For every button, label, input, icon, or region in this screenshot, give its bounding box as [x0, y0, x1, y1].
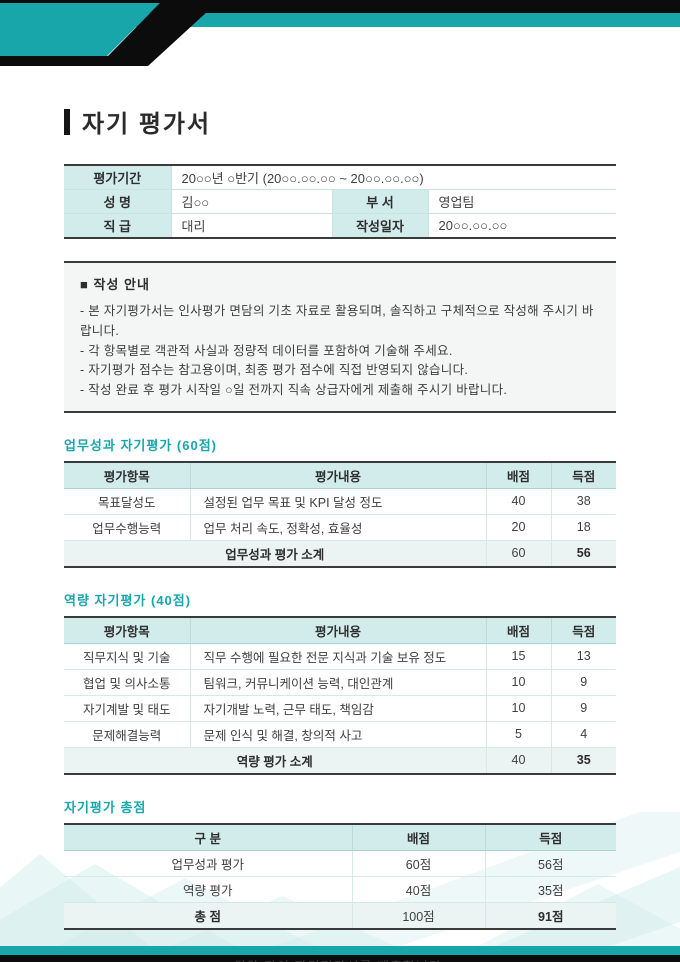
table-row: 목표달성도 설정된 업무 목표 및 KPI 달성 정도 40 38	[64, 487, 616, 515]
cell-score: 4	[551, 720, 616, 748]
col-header-allocation: 배점	[486, 461, 552, 489]
cell-score: 9	[551, 668, 616, 696]
cell-category: 역량 평가	[64, 875, 353, 903]
cell-score: 13	[551, 642, 616, 670]
cell-score: 35점	[485, 875, 616, 903]
info-value-period: 20○○년 ○반기 (20○○.○○.○○ ~ 20○○.○○.○○)	[171, 165, 616, 190]
competency-eval-table: 평가항목 평가내용 배점 득점 직무지식 및 기술 직무 수행에 필요한 전문 …	[64, 615, 616, 775]
performance-eval-table: 평가항목 평가내용 배점 득점 목표달성도 설정된 업무 목표 및 KPI 달성…	[64, 460, 616, 568]
table-row: 업무성과 평가 60점 56점	[64, 849, 616, 877]
col-header-category: 구 분	[64, 823, 353, 851]
cell-content: 팀워크, 커뮤니케이션 능력, 대인관계	[190, 668, 487, 696]
subtotal-row: 업무성과 평가 소계 60 56	[64, 539, 616, 567]
cell-allocation: 10	[486, 694, 552, 722]
header-decoration	[0, 0, 680, 66]
info-value-position: 대리	[171, 213, 333, 238]
col-header-score: 득점	[485, 823, 616, 851]
col-header-item: 평가항목	[64, 616, 191, 644]
subtotal-allocation: 40	[486, 746, 552, 774]
cell-content: 설정된 업무 목표 및 KPI 달성 정도	[190, 487, 487, 515]
document-body: 자기 평가서 평가기간 20○○년 ○반기 (20○○.○○.○○ ~ 20○○…	[0, 104, 680, 962]
cell-content: 자기개발 노력, 근무 태도, 책임감	[190, 694, 487, 722]
table-row: 협업 및 의사소통 팀워크, 커뮤니케이션 능력, 대인관계 10 9	[64, 668, 616, 696]
info-label-position: 직 급	[64, 213, 172, 238]
table-row: 업무수행능력 업무 처리 속도, 정확성, 효율성 20 18	[64, 513, 616, 541]
page-title: 자기 평가서	[82, 111, 212, 138]
info-value-written-date: 20○○.○○.○○	[428, 213, 616, 238]
info-label-name: 성 명	[64, 189, 172, 214]
employee-info-table: 평가기간 20○○년 ○반기 (20○○.○○.○○ ~ 20○○.○○.○○)…	[64, 164, 616, 239]
table-row: 직무지식 및 기술 직무 수행에 필요한 전문 지식과 기술 보유 정도 15 …	[64, 642, 616, 670]
col-header-content: 평가내용	[190, 616, 487, 644]
cell-allocation: 10	[486, 668, 552, 696]
guide-item: - 작성 완료 후 평가 시작일 ○일 전까지 직속 상급자에게 제출해 주시기…	[80, 383, 508, 397]
section-heading-performance: 업무성과 자기평가 (60점)	[64, 437, 217, 453]
section-heading-competency: 역량 자기평가 (40점)	[64, 592, 192, 608]
cell-item: 목표달성도	[64, 487, 191, 515]
cell-score: 18	[551, 513, 616, 541]
col-header-score: 득점	[551, 461, 616, 489]
cell-content: 업무 처리 속도, 정확성, 효율성	[190, 513, 487, 541]
cell-allocation: 40	[486, 487, 552, 515]
submit-statement: 위와 같이 자기평가서를 제출합니다.	[64, 956, 616, 962]
grand-total-allocation: 100점	[352, 901, 486, 929]
table-row: 역량 평가 40점 35점	[64, 875, 616, 903]
title-accent-bar	[64, 108, 70, 135]
guide-item: - 각 항목별로 객관적 사실과 정량적 데이터를 포함하여 기술해 주세요.	[80, 343, 453, 358]
subtotal-label: 업무성과 평가 소계	[64, 539, 487, 567]
writing-guide-box: ■ 작성 안내 - 본 자기평가서는 인사평가 면담의 기초 자료로 활용되며,…	[64, 261, 616, 413]
cell-score: 56점	[485, 849, 616, 877]
cell-item: 협업 및 의사소통	[64, 668, 191, 696]
cell-item: 직무지식 및 기술	[64, 642, 191, 670]
cell-score: 38	[551, 487, 616, 515]
cell-item: 업무수행능력	[64, 513, 191, 541]
info-label-written-date: 작성일자	[332, 213, 429, 238]
table-row: 평가기간 20○○년 ○반기 (20○○.○○.○○ ~ 20○○.○○.○○)	[64, 165, 616, 190]
guide-item: - 본 자기평가서는 인사평가 면담의 기초 자료로 활용되며, 솔직하고 구체…	[80, 304, 594, 338]
cell-allocation: 40점	[352, 875, 486, 903]
col-header-item: 평가항목	[64, 461, 191, 489]
table-row: 성 명 김○○ 부 서 영업팀	[64, 189, 616, 214]
subtotal-row: 역량 평가 소계 40 35	[64, 746, 616, 774]
cell-allocation: 20	[486, 513, 552, 541]
grand-total-row: 총 점 100점 91점	[64, 901, 616, 929]
cell-content: 문제 인식 및 해결, 창의적 사고	[190, 720, 487, 748]
subtotal-allocation: 60	[486, 539, 552, 567]
cell-item: 자기계발 및 태도	[64, 694, 191, 722]
section-heading-total: 자기평가 총점	[64, 799, 147, 815]
table-row: 문제해결능력 문제 인식 및 해결, 창의적 사고 5 4	[64, 720, 616, 748]
table-header-row: 구 분 배점 득점	[64, 823, 616, 851]
table-header-row: 평가항목 평가내용 배점 득점	[64, 461, 616, 489]
guide-heading: ■ 작성 안내	[80, 277, 150, 292]
info-label-period: 평가기간	[64, 165, 172, 190]
cell-allocation: 15	[486, 642, 552, 670]
cell-content: 직무 수행에 필요한 전문 지식과 기술 보유 정도	[190, 642, 487, 670]
col-header-content: 평가내용	[190, 461, 487, 489]
cell-score: 9	[551, 694, 616, 722]
col-header-allocation: 배점	[486, 616, 552, 644]
table-row: 자기계발 및 태도 자기개발 노력, 근무 태도, 책임감 10 9	[64, 694, 616, 722]
cell-item: 문제해결능력	[64, 720, 191, 748]
cell-allocation: 60점	[352, 849, 486, 877]
info-value-department: 영업팀	[428, 189, 616, 214]
table-header-row: 평가항목 평가내용 배점 득점	[64, 616, 616, 644]
subtotal-score: 35	[551, 746, 616, 774]
page-title-row: 자기 평가서	[64, 104, 616, 139]
info-label-department: 부 서	[332, 189, 429, 214]
table-row: 직 급 대리 작성일자 20○○.○○.○○	[64, 213, 616, 238]
guide-item: - 자기평가 점수는 참고용이며, 최종 평가 점수에 직접 반영되지 않습니다…	[80, 363, 469, 378]
grand-total-score: 91점	[485, 901, 616, 929]
total-score-table: 구 분 배점 득점 업무성과 평가 60점 56점 역량 평가 40점 35점 …	[64, 822, 616, 930]
col-header-score: 득점	[551, 616, 616, 644]
info-value-name: 김○○	[171, 189, 333, 214]
col-header-allocation: 배점	[352, 823, 486, 851]
cell-allocation: 5	[486, 720, 552, 748]
cell-category: 업무성과 평가	[64, 849, 353, 877]
subtotal-score: 56	[551, 539, 616, 567]
grand-total-label: 총 점	[64, 901, 353, 929]
subtotal-label: 역량 평가 소계	[64, 746, 487, 774]
